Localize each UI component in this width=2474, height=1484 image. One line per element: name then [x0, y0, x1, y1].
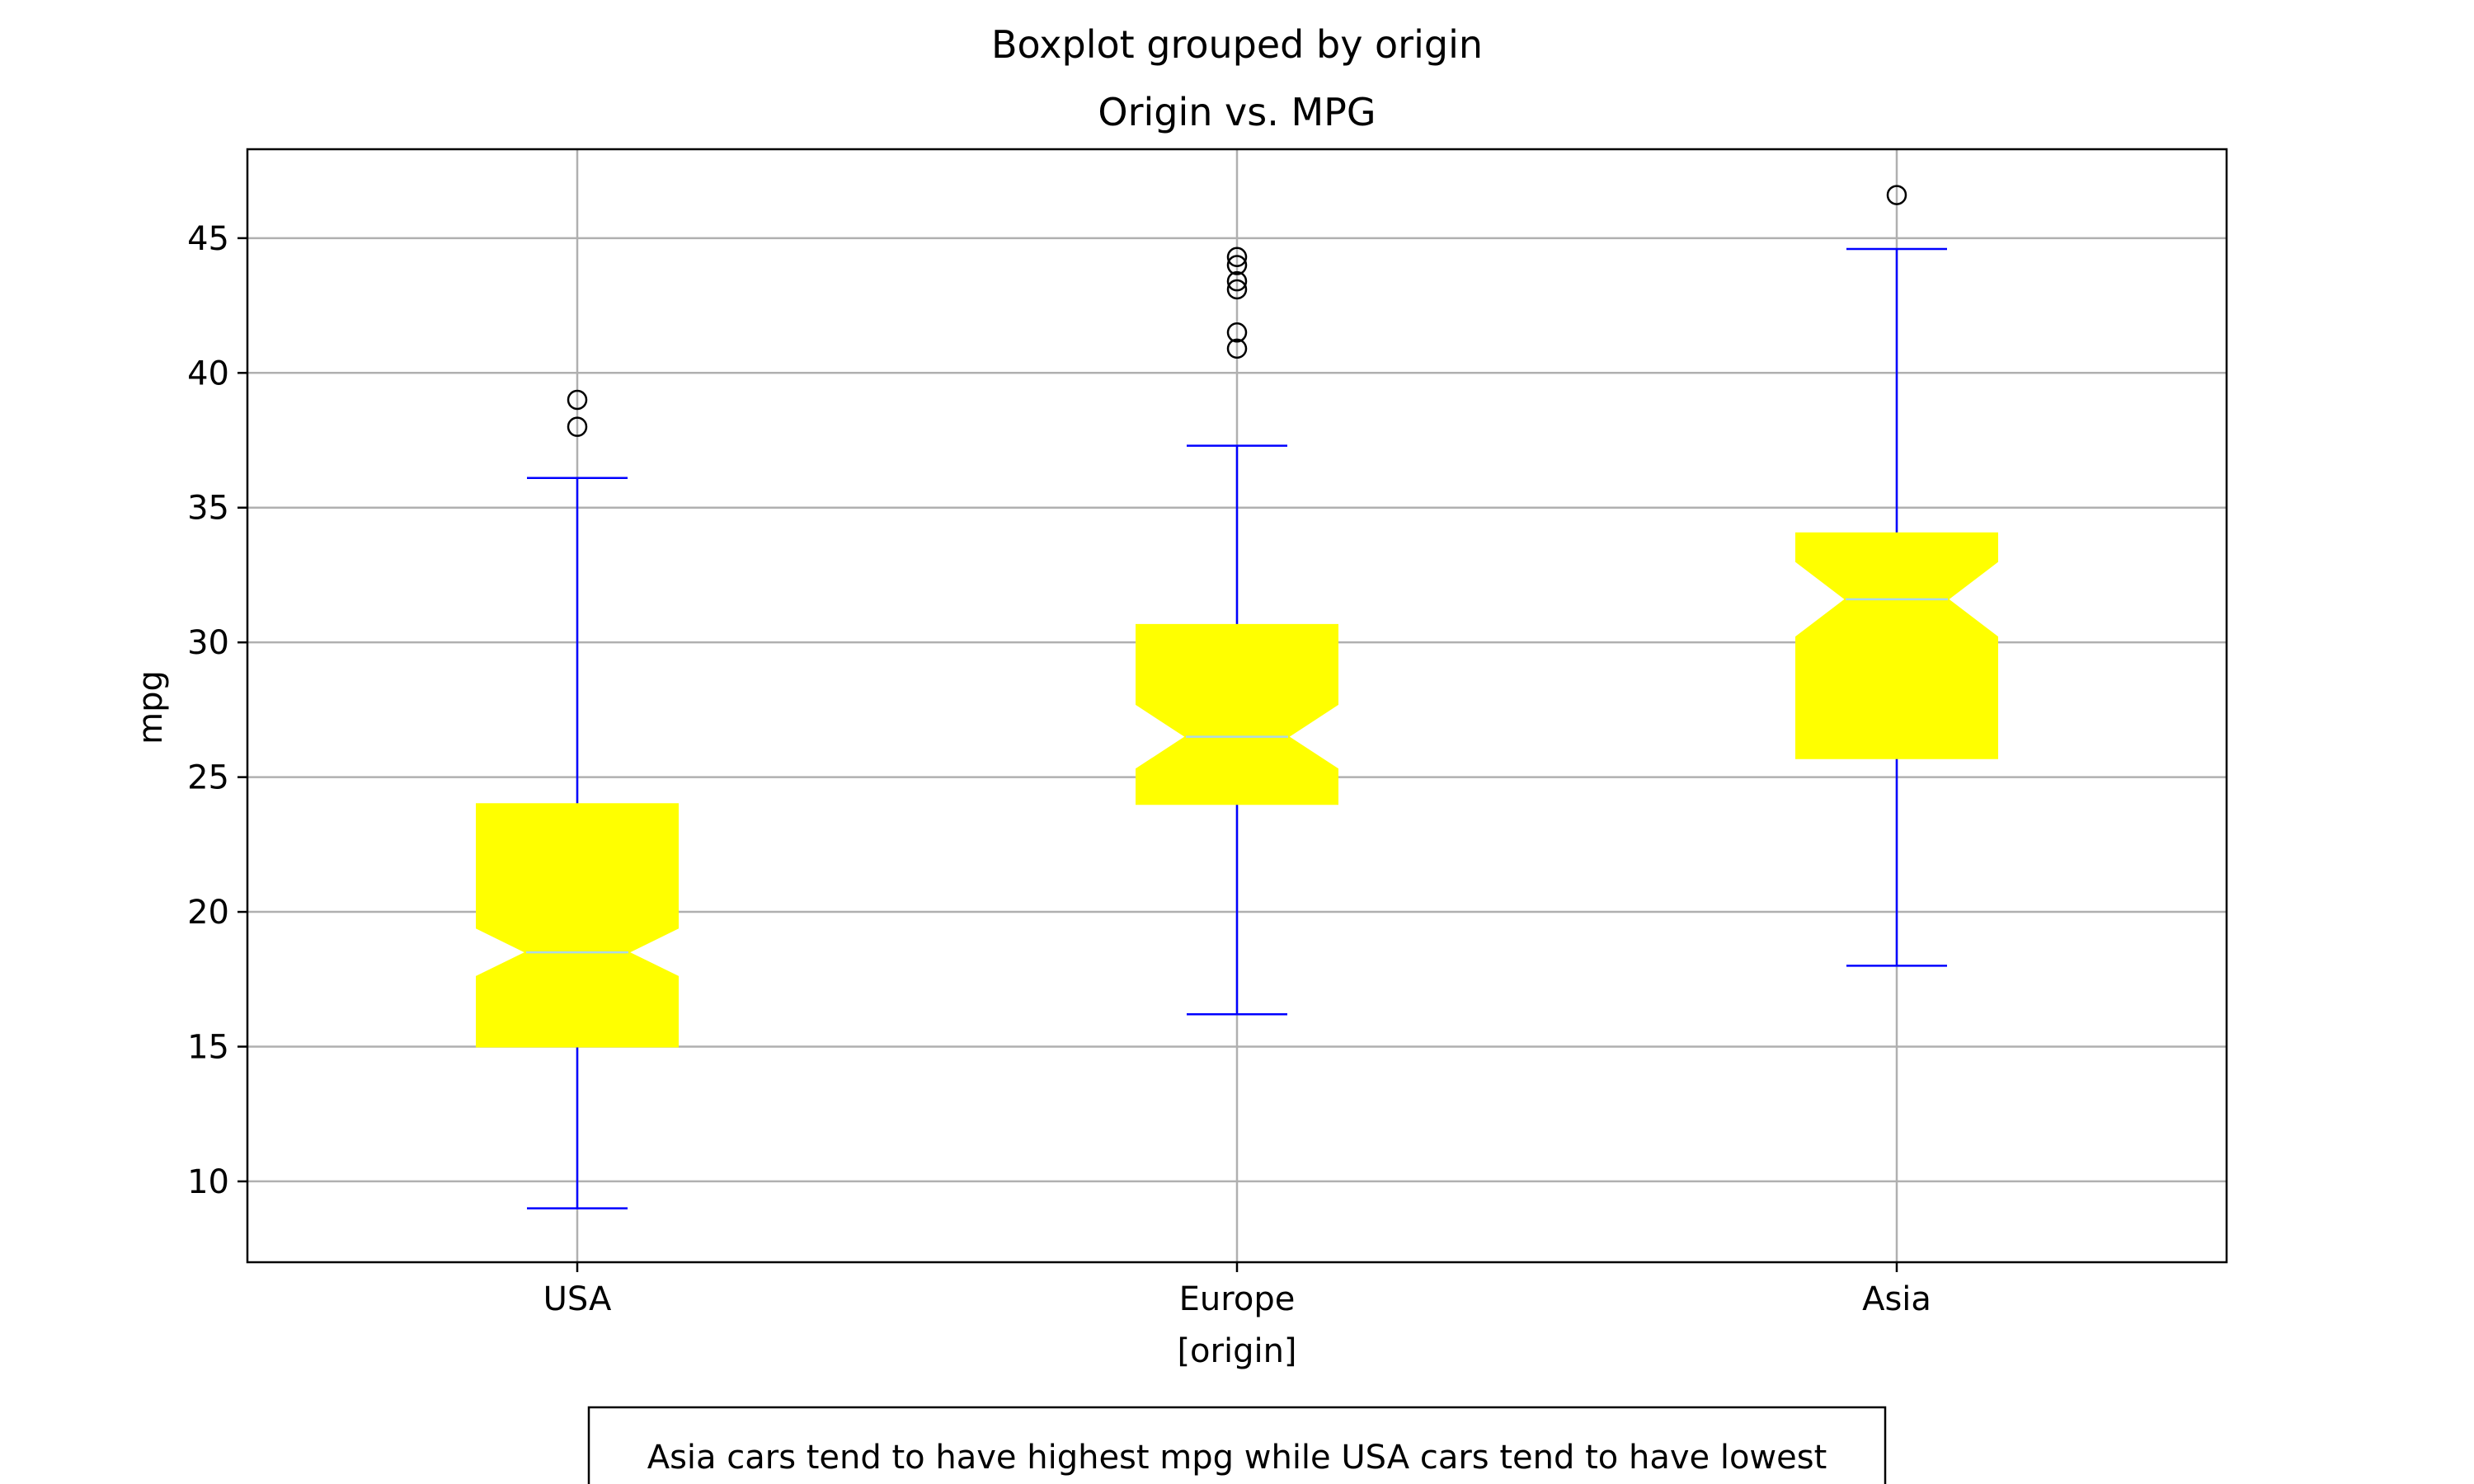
y-tick-label: 10 — [187, 1163, 229, 1201]
y-tick-label: 35 — [187, 490, 229, 528]
y-axis-label: mpg — [132, 670, 170, 744]
outlier-point — [1886, 185, 1907, 205]
chart-suptitle: Boxplot grouped by origin — [991, 22, 1483, 67]
y-tick-label: 45 — [187, 220, 229, 258]
y-tick-label: 20 — [187, 894, 229, 932]
box-series — [476, 185, 1998, 1209]
y-tick-label: 15 — [187, 1028, 229, 1066]
x-axis-label: [origin] — [1177, 1332, 1296, 1370]
axis-ticks: 10 15 20 25 30 35 40 45 USA Europe Asia — [187, 220, 1931, 1318]
y-tick-label: 30 — [187, 624, 229, 662]
outlier-point — [1226, 279, 1248, 300]
y-tick-label: 40 — [187, 355, 229, 392]
x-tick-label: USA — [543, 1280, 612, 1318]
outlier-point — [567, 416, 588, 437]
box-group-usa — [476, 389, 679, 1209]
outlier-point — [1226, 322, 1248, 343]
box-group-europe — [1136, 247, 1338, 1016]
annotation-text: Asia cars tend to have highest mpg while… — [647, 1439, 1827, 1477]
x-tick-label: Europe — [1179, 1280, 1296, 1318]
box-body — [1136, 623, 1338, 805]
y-tick-label: 25 — [187, 759, 229, 797]
box-body — [1795, 532, 1998, 759]
chart-title: Origin vs. MPG — [1098, 90, 1376, 134]
annotation-box — [587, 1406, 1887, 1484]
outlier-point — [1226, 338, 1248, 359]
outlier-point — [1226, 270, 1248, 292]
box-body — [476, 803, 679, 1048]
box-group-asia — [1795, 185, 1998, 967]
outlier-point — [567, 389, 588, 411]
outlier-point — [1226, 255, 1248, 275]
outlier-point — [1226, 247, 1248, 268]
x-tick-label: Asia — [1862, 1280, 1931, 1318]
